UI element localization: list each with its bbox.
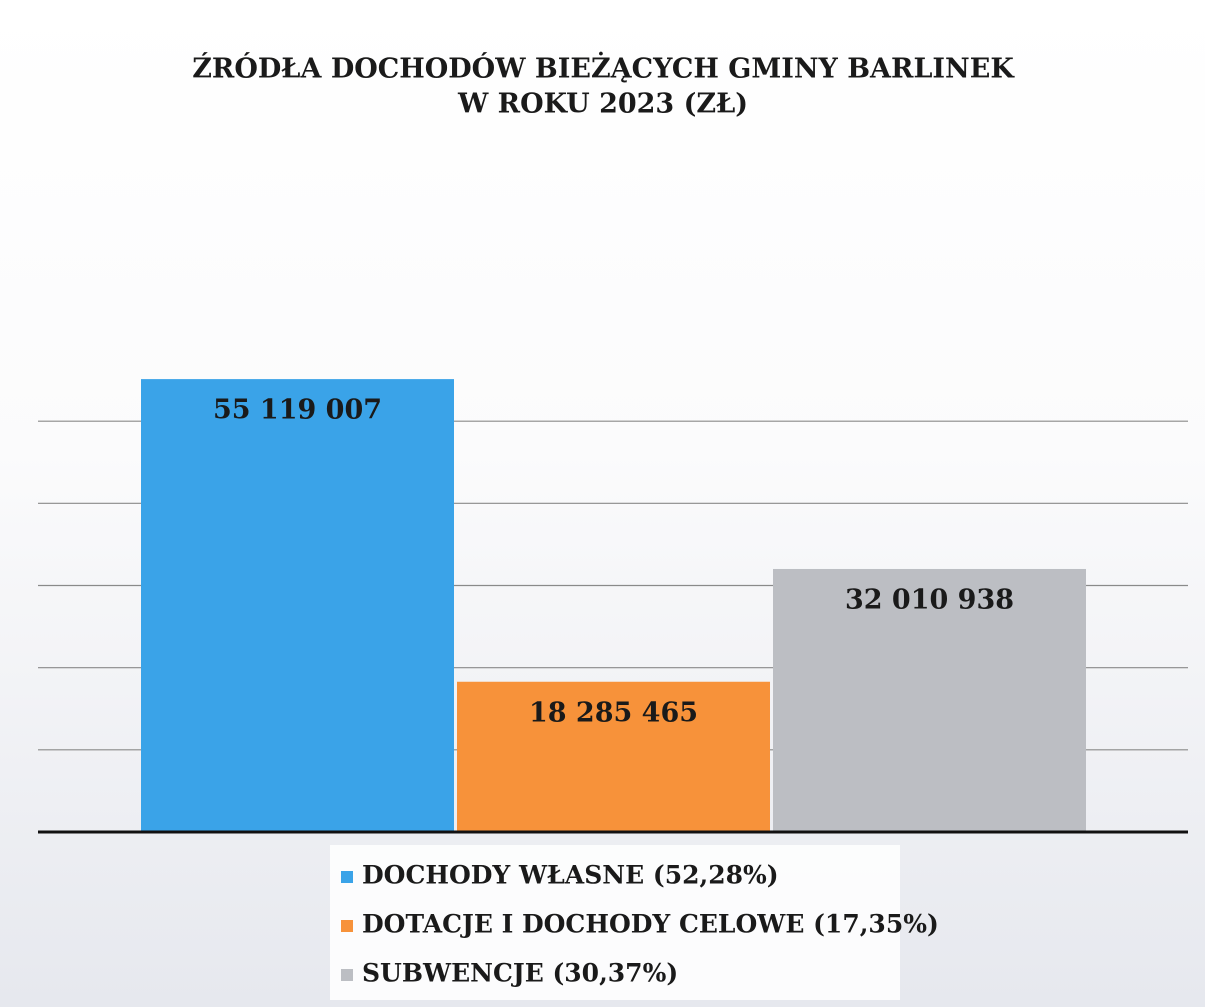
bar: [773, 568, 1086, 832]
legend-box: [330, 845, 900, 1000]
data-label: 32 010 938: [845, 584, 1014, 615]
data-label: 18 285 465: [529, 697, 698, 728]
bar: [457, 681, 770, 832]
legend-label: DOCHODY WŁASNE (52,28%): [362, 861, 779, 890]
data-label: 55 119 007: [213, 395, 382, 426]
chart-title: ŹRÓDŁA DOCHODÓW BIEŻĄCYCH GMINY BARLINEK: [192, 51, 1015, 85]
legend-label: DOTACJE I DOCHODY CELOWE (17,35%): [362, 910, 939, 939]
legend-marker: [341, 969, 353, 981]
chart-subtitle: W ROKU 2023 (ZŁ): [457, 89, 748, 120]
legend-marker: [341, 871, 353, 883]
legend-marker: [341, 920, 353, 932]
legend-label: SUBWENCJE (30,37%): [362, 959, 678, 988]
bar: [141, 379, 454, 832]
